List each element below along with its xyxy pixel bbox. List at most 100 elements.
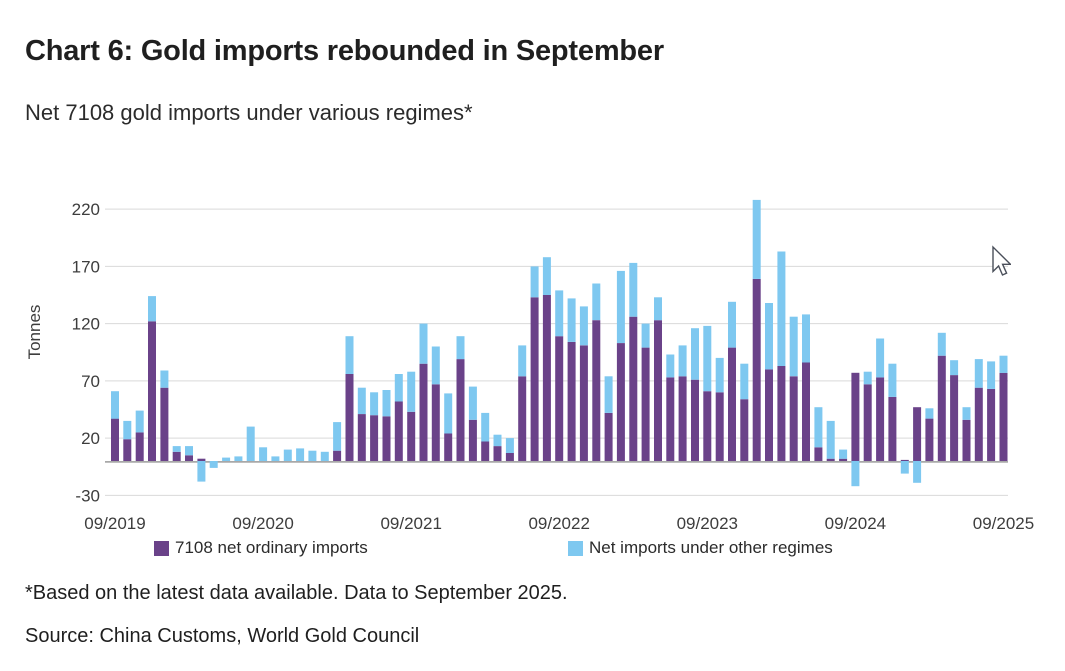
footnote: *Based on the latest data available. Dat… [25, 582, 568, 604]
bar-other-06/2021 [370, 392, 379, 416]
bar-other-09/2020 [259, 447, 268, 461]
legend-swatch-other-regimes [568, 540, 583, 556]
bar-ordinary-03/2021 [333, 450, 342, 461]
source-line: Source: China Customs, World Gold Counci… [25, 625, 420, 647]
bar-other-10/2020 [271, 456, 280, 461]
bar-other-01/2024 [752, 199, 761, 279]
bar-other-06/2023 [666, 354, 675, 378]
bar-other-11/2021 [431, 346, 440, 385]
bar-ordinary-09/2022 [555, 336, 564, 461]
bar-other-09/2021 [407, 371, 416, 412]
bar-ordinary-03/2025 [925, 418, 934, 461]
bar-other-07/2020 [234, 456, 243, 461]
bar-other-05/2022 [505, 438, 514, 453]
bar-ordinary-06/2023 [666, 377, 675, 461]
bar-other-06/2025 [962, 407, 971, 420]
bar-ordinary-04/2022 [493, 446, 502, 461]
bar-ordinary-05/2023 [654, 320, 662, 461]
bar-other-03/2021 [333, 422, 342, 451]
bar-ordinary-02/2023 [616, 343, 625, 461]
bar-ordinary-04/2025 [937, 355, 946, 461]
bar-other-08/2022 [542, 257, 551, 295]
bar-other-12/2022 [592, 283, 601, 321]
bar-other-04/2021 [345, 336, 354, 374]
bar-ordinary-08/2024 [839, 458, 848, 461]
bar-other-04/2023 [641, 323, 650, 348]
bar-other-02/2021 [320, 451, 329, 461]
bar-ordinary-11/2019 [135, 432, 144, 461]
bar-other-09/2023 [703, 325, 712, 392]
bar-ordinary-05/2022 [505, 453, 514, 461]
legend-item-ordinary-imports: 7108 net ordinary imports [154, 537, 368, 559]
bar-other-11/2022 [579, 306, 588, 346]
bar-other-04/2020 [197, 461, 206, 482]
x-tick-label-09/2021: 09/2021 [380, 514, 441, 533]
bar-other-07/2023 [678, 345, 687, 377]
bar-ordinary-10/2024 [863, 384, 872, 461]
bar-other-07/2021 [382, 390, 391, 417]
bar-other-02/2023 [616, 270, 625, 343]
bar-other-12/2023 [740, 363, 749, 400]
bar-ordinary-03/2024 [777, 366, 786, 461]
bar-other-06/2022 [518, 345, 527, 377]
x-tick-label-09/2020: 09/2020 [232, 514, 293, 533]
legend-item-other-regimes: Net imports under other regimes [568, 537, 833, 559]
bar-ordinary-07/2023 [678, 376, 687, 461]
bar-ordinary-04/2020 [197, 458, 206, 461]
bar-other-02/2020 [172, 446, 181, 452]
bar-ordinary-01/2022 [456, 359, 465, 461]
bar-other-08/2023 [691, 328, 699, 380]
bar-ordinary-02/2024 [765, 369, 773, 461]
bar-other-12/2021 [444, 393, 453, 434]
bar-ordinary-02/2025 [913, 407, 922, 461]
bar-ordinary-10/2022 [567, 341, 576, 461]
bar-other-09/2024 [851, 461, 860, 487]
bar-other-07/2022 [530, 266, 539, 298]
bar-ordinary-03/2022 [481, 441, 490, 461]
bar-ordinary-11/2021 [431, 384, 440, 461]
bar-ordinary-08/2023 [691, 379, 699, 461]
legend-swatch-ordinary [154, 540, 169, 556]
bar-ordinary-12/2022 [592, 320, 601, 461]
bar-ordinary-09/2021 [407, 411, 416, 461]
bar-ordinary-08/2021 [394, 401, 403, 461]
bar-other-10/2024 [863, 371, 872, 385]
y-tick-label-220: 220 [72, 200, 100, 219]
bar-ordinary-08/2025 [987, 388, 996, 461]
bar-other-05/2020 [209, 461, 218, 468]
bar-ordinary-01/2025 [900, 459, 909, 461]
bar-other-09/2019 [111, 391, 119, 419]
bar-ordinary-07/2024 [826, 458, 835, 461]
bar-other-10/2019 [123, 420, 132, 440]
bar-other-02/2025 [913, 461, 922, 483]
bar-ordinary-12/2024 [888, 396, 897, 461]
bar-ordinary-06/2022 [518, 376, 527, 461]
y-tick-label-20: 20 [81, 429, 100, 448]
bar-other-04/2024 [789, 316, 798, 377]
bar-other-11/2019 [135, 410, 144, 433]
chart-subtitle: Net 7108 gold imports under various regi… [25, 100, 473, 125]
bar-other-12/2024 [888, 363, 897, 397]
bar-other-05/2025 [950, 360, 959, 376]
y-tick-label-70: 70 [81, 372, 100, 391]
bar-ordinary-03/2020 [185, 455, 193, 461]
bar-other-02/2024 [765, 303, 773, 370]
bar-ordinary-02/2020 [172, 451, 181, 461]
bar-ordinary-10/2023 [715, 392, 724, 461]
bar-ordinary-06/2025 [962, 419, 971, 461]
bar-other-12/2020 [296, 448, 305, 461]
bar-ordinary-06/2024 [814, 447, 823, 461]
bar-ordinary-08/2022 [542, 295, 551, 461]
bar-ordinary-05/2025 [950, 375, 959, 461]
legend-label-other-regimes: Net imports under other regimes [589, 538, 833, 557]
bar-ordinary-09/2019 [111, 418, 119, 461]
bar-other-05/2023 [654, 297, 662, 321]
bar-other-01/2025 [900, 461, 909, 474]
bar-other-06/2020 [222, 457, 231, 461]
bar-ordinary-01/2024 [752, 278, 761, 461]
bar-ordinary-03/2023 [629, 316, 638, 461]
bar-ordinary-02/2022 [468, 419, 477, 461]
bar-ordinary-10/2019 [123, 439, 132, 461]
chart-legend: 7108 net ordinary imports Net imports un… [0, 537, 1065, 559]
